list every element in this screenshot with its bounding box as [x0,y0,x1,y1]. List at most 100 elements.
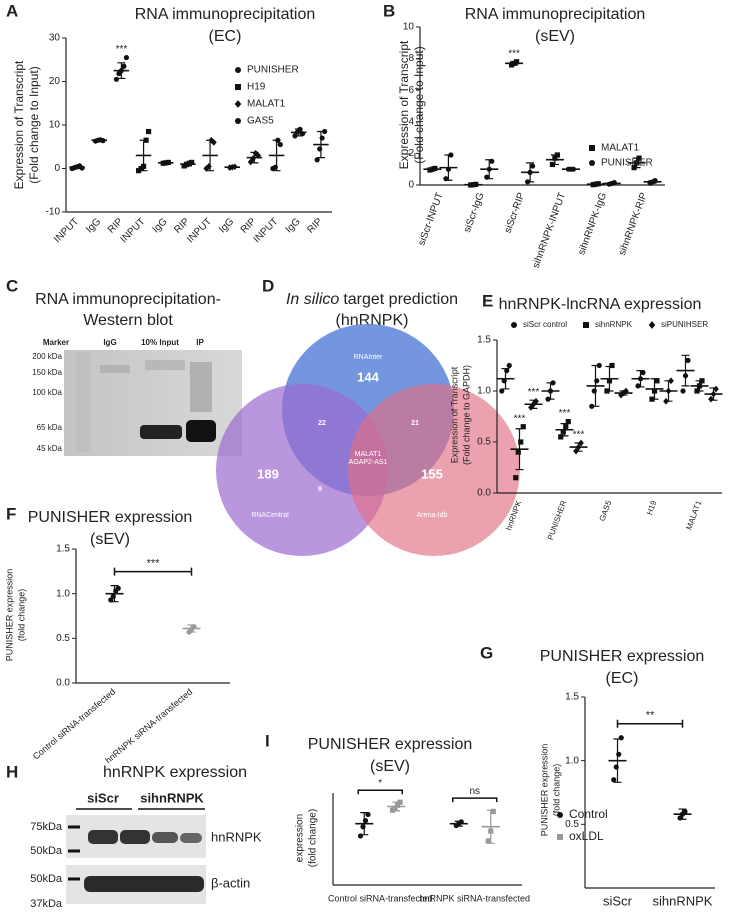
center-gene: AGAP2-AS1 [349,459,388,466]
panel-label: A [6,1,18,20]
x-tick-label: H19 [645,499,659,516]
lane-label: Marker [43,338,69,347]
error-bar [117,62,126,80]
error-bar [681,354,690,387]
legend-marker [589,160,595,166]
significance: *** [559,408,571,419]
y-tick-label: -10 [46,207,61,218]
x-tick-label: INPUT [185,216,214,245]
error-bar [636,370,645,388]
legend-label: MALAT1 [601,143,640,154]
data-point [565,419,571,425]
significance: *** [508,48,520,59]
error-bar [316,130,325,159]
x-tick-label: siScr-RIP [503,191,528,235]
title: Western blot [83,312,173,329]
data-point [635,383,641,389]
overlap-count: 21 [411,420,419,427]
error-bar [360,812,369,836]
y-tick-label: 6 [408,85,414,96]
error-bar [709,387,718,401]
panel-label: C [6,276,18,295]
data-point [640,370,646,376]
error-bar [550,154,559,166]
venn-circle [348,384,520,556]
error-bar [272,139,281,172]
error-bar [650,378,659,400]
error-bar [95,138,104,142]
data-point [560,429,566,435]
legend-label: H19 [247,82,266,93]
legend-marker [235,67,241,73]
data-point [563,424,569,430]
set-label: RNACentral [251,512,289,519]
error-bar [607,182,616,185]
x-tick-label: sihnRNPK-INPUT [531,191,569,269]
data-point [490,808,496,814]
y-tick-label: 0 [54,163,60,174]
venn-circle [216,384,388,556]
y-tick-label: 1.0 [565,755,579,766]
x-tick-label: PUNISHER [546,499,569,541]
significance: ** [646,710,655,722]
protein-label: β-actin [211,875,250,890]
y-axis-label: expression [295,814,306,862]
error-bar [515,428,524,471]
legend-marker [511,322,517,328]
blot-band [152,832,178,843]
y-tick-label: 2 [408,148,414,159]
error-bar [566,168,575,171]
title: (sEV) [90,531,130,548]
blot-band [120,830,150,844]
data-point [113,76,120,82]
x-tick-label: Control siRNA-transfected [31,687,118,762]
y-axis-label: Expression of Transcript [397,40,411,169]
legend-label: PUNISHER [247,65,299,76]
legend-marker [583,322,589,328]
significance: *** [514,413,526,424]
error-bar [444,154,453,181]
legend-label: sihnRNPK [595,320,633,329]
data-point [518,439,524,445]
title: (sEV) [370,758,410,775]
error-bar [591,183,600,186]
x-tick-label: siScr-IgG [462,191,487,234]
x-tick-label: sihnRNPK-RIP [617,191,650,257]
size-marker: 50kDa [30,873,63,885]
y-axis-label: (fold change) [308,809,319,867]
set-count: 155 [421,466,443,481]
x-tick-label: INPUT [119,216,148,245]
data-point [713,385,719,393]
significance: * [378,778,382,789]
y-tick-label: 1.0 [56,588,70,599]
legend-marker [234,100,242,108]
data-point [499,388,505,394]
panel-label: B [383,1,395,20]
legend-label: MALAT1 [247,99,286,110]
blot-band [190,362,212,412]
legend-marker [557,812,563,818]
blot-lane [76,352,90,452]
error-bar [161,161,170,165]
error-bar [73,165,82,170]
legend-label: PUNISHER [601,158,653,169]
size-marker: 75kDa [30,821,63,833]
size-marker: 45 kDa [37,444,63,453]
error-bar [605,365,614,392]
error-bar [228,166,237,169]
y-axis-label: (Fold change to GAPDH) [461,365,471,465]
panel-label: D [262,276,274,295]
data-point [252,149,259,157]
y-axis-label: (Fold change to Input) [27,66,41,183]
y-tick-label: 0 [408,180,414,191]
lane-label: IgG [103,338,116,347]
y-tick-label: 1.5 [56,544,70,555]
error-bar [526,162,535,183]
panel-d: D In silico target prediction (hnRNPK) RN… [216,276,520,556]
panel-label: F [6,504,16,523]
blot-band [84,876,204,892]
error-bar [206,139,215,172]
y-tick-label: 4 [408,116,414,127]
